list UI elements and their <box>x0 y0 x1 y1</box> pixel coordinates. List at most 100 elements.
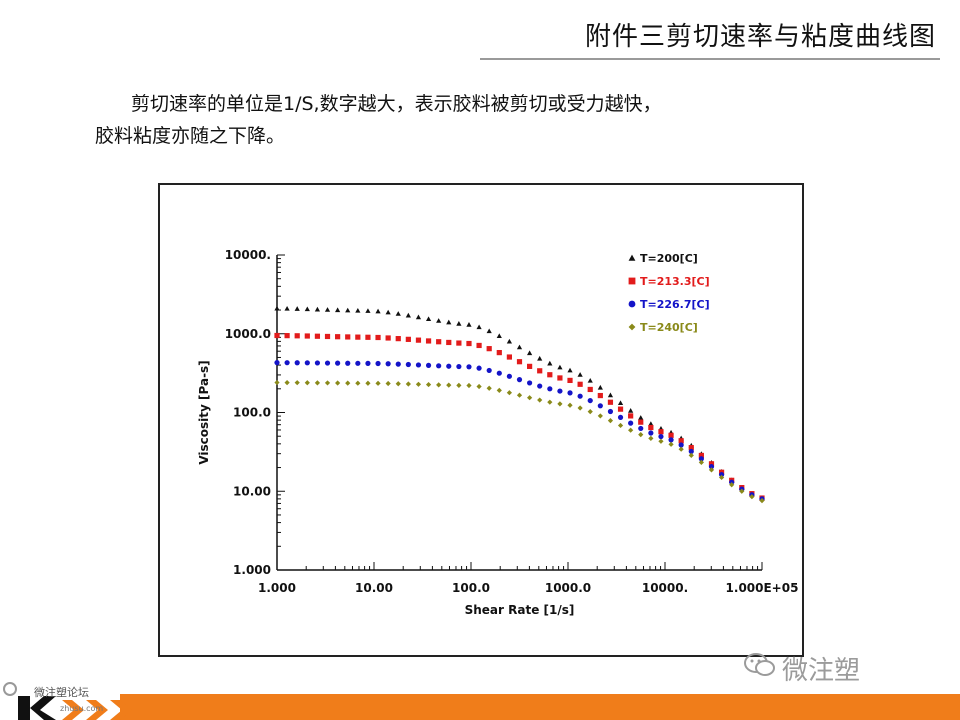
data-point <box>668 432 674 438</box>
data-point <box>425 381 432 388</box>
x-tick-label: 100.0 <box>452 581 490 595</box>
data-point <box>749 494 755 500</box>
data-point <box>688 448 694 455</box>
data-point <box>415 337 422 343</box>
wechat-icon <box>744 653 775 676</box>
data-point <box>446 382 452 388</box>
data-point <box>628 413 634 419</box>
data-point <box>668 437 674 443</box>
title-divider <box>480 58 940 60</box>
data-point <box>587 377 593 383</box>
data-point <box>648 421 654 426</box>
data-point <box>567 402 573 408</box>
data-point <box>506 354 512 360</box>
data-point <box>678 438 684 444</box>
data-point <box>345 334 351 340</box>
data-point <box>345 360 351 366</box>
data-point <box>537 383 543 389</box>
data-point <box>547 372 553 378</box>
data-point <box>456 340 462 346</box>
data-point <box>607 418 614 424</box>
data-point <box>607 408 614 415</box>
data-point <box>405 381 411 387</box>
data-point <box>456 382 462 388</box>
data-point <box>355 380 361 386</box>
data-point <box>324 333 331 340</box>
viscosity-chart: 1.000 10.00 100.0 1000.0 10000. 1.000E+05 1.00… <box>197 248 799 617</box>
data-point <box>527 363 533 369</box>
data-point <box>516 344 523 350</box>
data-point <box>648 435 654 441</box>
data-point <box>415 314 422 320</box>
paragraph-line-2: 胶料粘度亦随之下降。 <box>95 125 286 147</box>
data-point <box>345 380 351 386</box>
data-point <box>324 380 331 386</box>
y-axis-label: Viscosity [Pa-s] <box>197 360 211 464</box>
chart-frame: 1.000 10.00 100.0 1000.0 10000. 1.000E+05 1.00… <box>158 183 804 657</box>
data-point <box>486 385 492 391</box>
data-point <box>739 488 745 494</box>
x-tick-label: 10000. <box>642 581 688 595</box>
data-point <box>628 254 636 261</box>
data-point <box>496 387 502 393</box>
data-point <box>335 307 341 313</box>
data-point <box>405 312 411 318</box>
data-point <box>415 362 422 368</box>
data-point <box>294 380 300 386</box>
legend-label: T=226.7[C] <box>640 298 710 311</box>
data-point <box>335 360 341 366</box>
data-point <box>729 482 735 488</box>
y-tick-label: 10000. <box>225 248 271 262</box>
data-point <box>395 311 401 316</box>
data-point <box>335 334 341 340</box>
data-point <box>335 380 341 386</box>
x-axis-label: Shear Rate [1/s] <box>465 603 575 617</box>
data-point <box>708 464 715 470</box>
data-point <box>365 380 371 386</box>
data-point <box>506 390 512 396</box>
data-point <box>516 377 523 383</box>
data-point <box>617 414 624 420</box>
data-point <box>597 413 603 419</box>
data-point <box>355 334 361 340</box>
data-point <box>446 319 452 325</box>
data-point <box>638 415 644 420</box>
data-point <box>304 380 310 386</box>
data-point <box>557 388 563 394</box>
data-point <box>425 316 432 322</box>
x-tick-label: 10.00 <box>355 581 393 595</box>
data-point <box>476 365 482 371</box>
data-point <box>436 318 442 323</box>
data-point <box>365 334 371 340</box>
data-point <box>577 405 583 411</box>
data-point <box>698 459 704 465</box>
slide-title: 附件三剪切速率与粘度曲线图 <box>584 22 936 52</box>
data-point <box>274 332 280 339</box>
data-point <box>294 333 300 339</box>
data-point <box>617 400 624 406</box>
data-point <box>476 324 482 330</box>
data-point <box>708 467 715 473</box>
x-tick-label: 1.000 <box>258 581 296 595</box>
data-point <box>547 399 553 405</box>
y-tick-label: 100.0 <box>233 406 271 420</box>
data-point <box>607 399 614 405</box>
data-point <box>587 409 593 415</box>
data-point <box>486 328 492 334</box>
data-point <box>698 452 704 459</box>
data-point <box>537 368 543 374</box>
data-point <box>658 433 664 440</box>
data-point <box>385 361 391 367</box>
data-point <box>395 361 401 367</box>
data-point <box>537 355 543 361</box>
data-point <box>284 380 290 386</box>
data-point <box>587 397 593 404</box>
data-point <box>274 379 280 386</box>
data-point <box>395 381 401 387</box>
data-point <box>577 393 583 399</box>
data-point <box>496 349 502 356</box>
data-point <box>314 333 321 339</box>
data-point <box>436 363 442 369</box>
x-tick-label: 1.000E+05 <box>726 581 799 595</box>
data-point <box>506 373 512 379</box>
